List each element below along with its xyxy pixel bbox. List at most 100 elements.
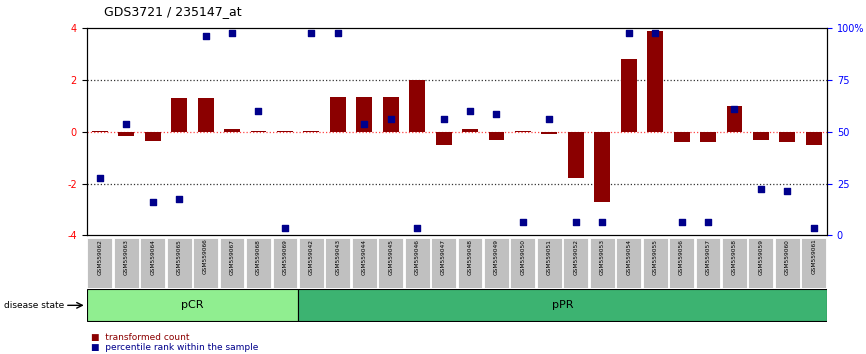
Bar <box>436 132 451 145</box>
Point <box>145 199 159 205</box>
FancyBboxPatch shape <box>326 238 350 288</box>
Bar <box>806 132 822 145</box>
Text: GSM559066: GSM559066 <box>204 239 208 274</box>
FancyBboxPatch shape <box>643 238 668 288</box>
Text: pPR: pPR <box>552 300 573 310</box>
Text: GSM559068: GSM559068 <box>256 239 261 275</box>
Bar <box>621 59 637 132</box>
Bar <box>727 106 742 132</box>
Point <box>622 31 636 36</box>
Point <box>384 116 397 122</box>
Text: GSM559047: GSM559047 <box>441 239 446 275</box>
Bar <box>594 132 611 202</box>
Text: GSM559064: GSM559064 <box>150 239 155 275</box>
Point <box>305 31 319 36</box>
Text: GSM559061: GSM559061 <box>811 239 817 274</box>
FancyBboxPatch shape <box>220 238 244 288</box>
Text: pCR: pCR <box>181 300 204 310</box>
Point <box>463 108 477 114</box>
Point <box>410 225 424 230</box>
Text: ■  transformed count: ■ transformed count <box>91 333 190 342</box>
FancyBboxPatch shape <box>669 238 694 288</box>
FancyBboxPatch shape <box>484 238 509 288</box>
Point <box>331 31 345 36</box>
Bar <box>383 97 398 132</box>
Text: ■  percentile rank within the sample: ■ percentile rank within the sample <box>91 343 258 352</box>
Text: GSM559048: GSM559048 <box>468 239 473 275</box>
FancyBboxPatch shape <box>273 238 297 288</box>
Text: GSM559046: GSM559046 <box>415 239 420 275</box>
Point <box>172 196 186 202</box>
Text: GSM559045: GSM559045 <box>388 239 393 275</box>
Point <box>436 116 450 122</box>
Text: GSM559043: GSM559043 <box>335 239 340 275</box>
Text: GSM559053: GSM559053 <box>600 239 604 275</box>
Text: GSM559042: GSM559042 <box>309 239 313 275</box>
Point <box>93 176 107 181</box>
FancyBboxPatch shape <box>722 238 746 288</box>
Text: GSM559059: GSM559059 <box>759 239 764 275</box>
Text: GSM559049: GSM559049 <box>494 239 499 275</box>
Bar <box>647 31 663 132</box>
FancyBboxPatch shape <box>113 238 139 288</box>
Point <box>225 31 239 36</box>
Text: GSM559067: GSM559067 <box>229 239 235 275</box>
Point <box>595 219 609 225</box>
Bar <box>410 80 425 132</box>
FancyBboxPatch shape <box>378 238 404 288</box>
Point <box>754 186 768 192</box>
Text: GSM559063: GSM559063 <box>124 239 129 275</box>
Bar <box>303 131 320 132</box>
Bar <box>568 132 584 178</box>
FancyBboxPatch shape <box>801 238 826 288</box>
Point <box>727 106 741 112</box>
Point <box>807 225 821 230</box>
Point <box>489 111 503 116</box>
Point <box>278 225 292 230</box>
FancyBboxPatch shape <box>617 238 641 288</box>
Point <box>701 219 715 225</box>
Bar <box>330 97 346 132</box>
FancyBboxPatch shape <box>590 238 615 288</box>
Point <box>198 33 212 39</box>
Point <box>358 121 372 127</box>
Text: GSM559051: GSM559051 <box>546 239 552 275</box>
Bar <box>753 132 769 139</box>
Bar <box>224 129 240 132</box>
Point <box>569 219 583 225</box>
FancyBboxPatch shape <box>246 238 271 288</box>
FancyBboxPatch shape <box>299 238 324 288</box>
Text: GSM559050: GSM559050 <box>520 239 526 275</box>
Text: GDS3721 / 235147_at: GDS3721 / 235147_at <box>104 5 242 18</box>
Text: GSM559056: GSM559056 <box>679 239 684 275</box>
Text: GSM559044: GSM559044 <box>362 239 367 275</box>
FancyBboxPatch shape <box>87 238 113 288</box>
FancyBboxPatch shape <box>193 238 218 288</box>
Bar <box>171 98 187 132</box>
Bar <box>541 132 558 135</box>
Bar <box>92 131 107 132</box>
FancyBboxPatch shape <box>431 238 456 288</box>
Point <box>675 219 688 225</box>
FancyBboxPatch shape <box>352 238 377 288</box>
Text: GSM559069: GSM559069 <box>282 239 288 275</box>
Point <box>649 31 662 36</box>
Text: disease state: disease state <box>4 301 65 310</box>
FancyBboxPatch shape <box>457 238 482 288</box>
FancyBboxPatch shape <box>167 238 191 288</box>
FancyBboxPatch shape <box>404 238 430 288</box>
Bar <box>119 132 134 136</box>
Text: GSM559065: GSM559065 <box>177 239 182 275</box>
Text: GSM559052: GSM559052 <box>573 239 578 275</box>
FancyBboxPatch shape <box>537 238 562 288</box>
Text: GSM559057: GSM559057 <box>706 239 710 275</box>
Bar <box>356 97 372 132</box>
Point <box>780 189 794 194</box>
Point <box>542 116 556 122</box>
Bar <box>277 131 293 132</box>
Bar <box>462 129 478 132</box>
Bar <box>250 131 267 132</box>
FancyBboxPatch shape <box>695 238 721 288</box>
FancyBboxPatch shape <box>510 238 535 288</box>
FancyBboxPatch shape <box>87 289 298 321</box>
